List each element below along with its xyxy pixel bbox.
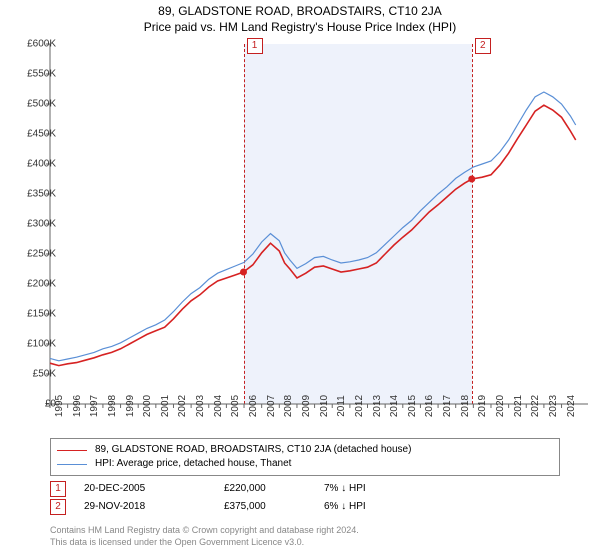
x-tick-label: 2019 — [477, 395, 488, 417]
x-tick-label: 2006 — [248, 395, 259, 417]
legend-label-hpi: HPI: Average price, detached house, Than… — [95, 457, 291, 471]
x-tick-label: 2020 — [495, 395, 506, 417]
y-tick-label: £450K — [27, 129, 56, 140]
purchase-row: 1 20-DEC-2005£220,0007% ↓ HPI — [50, 480, 560, 498]
hpi-line — [50, 92, 576, 361]
y-tick-label: £600K — [27, 39, 56, 50]
x-tick-label: 1997 — [89, 395, 100, 417]
y-tick-label: £500K — [27, 99, 56, 110]
x-tick-label: 2001 — [160, 395, 171, 417]
y-tick-label: £200K — [27, 279, 56, 290]
y-tick-label: £400K — [27, 159, 56, 170]
x-tick-label: 2009 — [301, 395, 312, 417]
chart-container: 89, GLADSTONE ROAD, BROADSTAIRS, CT10 2J… — [0, 0, 600, 560]
x-tick-label: 2022 — [530, 395, 541, 417]
purchase-table: 1 20-DEC-2005£220,0007% ↓ HPI 2 29-NOV-2018… — [50, 480, 560, 516]
chart-subtitle: Price paid vs. HM Land Registry's House … — [0, 18, 600, 34]
legend-row-property: 89, GLADSTONE ROAD, BROADSTAIRS, CT10 2J… — [57, 443, 553, 457]
x-tick-label: 2017 — [442, 395, 453, 417]
x-tick-label: 2013 — [372, 395, 383, 417]
x-tick-label: 2023 — [548, 395, 559, 417]
legend-row-hpi: HPI: Average price, detached house, Than… — [57, 457, 553, 471]
x-tick-label: 2003 — [195, 395, 206, 417]
x-tick-label: 2018 — [460, 395, 471, 417]
property-line — [50, 105, 576, 365]
legend-swatch-hpi — [57, 464, 87, 465]
legend-swatch-property — [57, 450, 87, 451]
x-tick-label: 1999 — [125, 395, 136, 417]
legend-box: 89, GLADSTONE ROAD, BROADSTAIRS, CT10 2J… — [50, 438, 560, 476]
x-tick-label: 1996 — [72, 395, 83, 417]
sale-dot — [468, 176, 475, 183]
x-tick-label: 2015 — [407, 395, 418, 417]
x-tick-label: 1998 — [107, 395, 118, 417]
x-tick-label: 1995 — [54, 395, 65, 417]
y-tick-label: £250K — [27, 249, 56, 260]
y-tick-label: £550K — [27, 69, 56, 80]
x-tick-label: 2011 — [336, 395, 347, 417]
x-tick-label: 2010 — [319, 395, 330, 417]
x-tick-label: 2002 — [177, 395, 188, 417]
y-tick-label: £50K — [33, 369, 56, 380]
purchase-hpi-delta: 6% ↓ HPI — [324, 498, 366, 516]
purchase-number-box: 2 — [50, 499, 66, 515]
purchase-hpi-delta: 7% ↓ HPI — [324, 480, 366, 498]
purchase-date: 29-NOV-2018 — [84, 498, 224, 516]
x-tick-label: 2004 — [213, 395, 224, 417]
purchase-row: 2 29-NOV-2018£375,0006% ↓ HPI — [50, 498, 560, 516]
purchase-number-box: 1 — [50, 481, 66, 497]
x-tick-label: 2024 — [566, 395, 577, 417]
y-tick-label: £350K — [27, 189, 56, 200]
attribution-footer: Contains HM Land Registry data © Crown c… — [50, 524, 560, 548]
footer-line-2: This data is licensed under the Open Gov… — [50, 536, 560, 548]
x-tick-label: 2000 — [142, 395, 153, 417]
purchase-price: £220,000 — [224, 480, 324, 498]
legend-label-property: 89, GLADSTONE ROAD, BROADSTAIRS, CT10 2J… — [95, 443, 411, 457]
y-tick-label: £300K — [27, 219, 56, 230]
y-tick-label: £150K — [27, 309, 56, 320]
x-tick-label: 2021 — [513, 395, 524, 417]
x-tick-label: 2008 — [283, 395, 294, 417]
chart-title: 89, GLADSTONE ROAD, BROADSTAIRS, CT10 2J… — [0, 0, 600, 18]
purchase-date: 20-DEC-2005 — [84, 480, 224, 498]
line-chart-svg — [50, 44, 588, 404]
purchase-price: £375,000 — [224, 498, 324, 516]
x-tick-label: 2012 — [354, 395, 365, 417]
x-tick-label: 2014 — [389, 395, 400, 417]
plot-area: 12 — [50, 44, 588, 404]
y-tick-label: £100K — [27, 339, 56, 350]
sale-dot — [240, 269, 247, 276]
x-tick-label: 2005 — [230, 395, 241, 417]
x-tick-label: 2016 — [424, 395, 435, 417]
x-tick-label: 2007 — [266, 395, 277, 417]
footer-line-1: Contains HM Land Registry data © Crown c… — [50, 524, 560, 536]
